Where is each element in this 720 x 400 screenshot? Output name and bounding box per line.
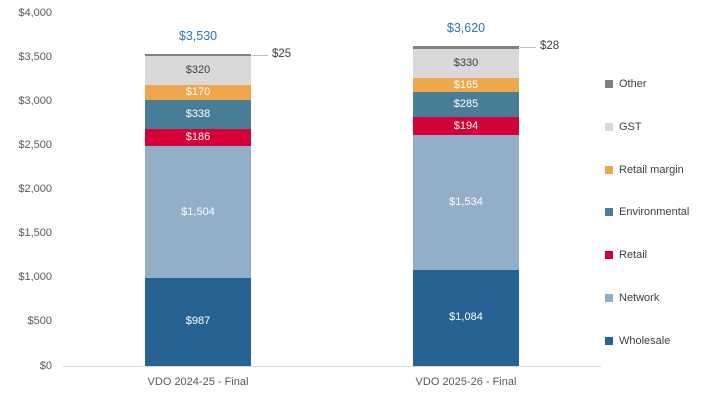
bar-segment-retail: $186	[145, 129, 251, 146]
other-callout-label: $28	[540, 40, 560, 53]
legend-swatch-environmental	[605, 208, 613, 217]
bar-segment-label: $330	[453, 56, 479, 69]
y-axis-tick-label: $1,000	[18, 271, 52, 284]
bar-segment-network: $1,534	[413, 134, 519, 270]
legend-swatch-retail-margin	[605, 165, 613, 174]
legend-label: Environmental	[619, 206, 690, 219]
legend-item-environmental: Environmental	[605, 205, 689, 219]
other-callout-label: $25	[272, 48, 292, 61]
other-callout-line	[252, 55, 268, 57]
bar-segment-label: $1,534	[449, 195, 483, 208]
bar-segment-label: $165	[453, 78, 479, 91]
bar-segment-label: $170	[185, 85, 211, 98]
bar-segment-label: $1,084	[449, 311, 483, 324]
x-axis-line	[63, 366, 601, 367]
legend-item-network: Network	[605, 291, 659, 305]
x-axis-category-label: VDO 2025-26 - Final	[415, 376, 517, 388]
bar-segment-network: $1,504	[145, 145, 251, 279]
bar-segment-environmental: $285	[413, 92, 519, 118]
bar-segment-label: $320	[185, 63, 211, 76]
legend-swatch-wholesale	[605, 336, 613, 345]
bar-segment-label: $194	[453, 119, 479, 132]
bar-segment-wholesale: $987	[145, 278, 251, 366]
bar-segment-wholesale: $1,084	[413, 269, 519, 366]
legend-item-retail: Retail	[605, 248, 647, 262]
y-axis-tick-label: $3,500	[18, 50, 52, 63]
y-axis-tick-label: $3,000	[18, 94, 52, 107]
legend-swatch-other	[605, 80, 613, 88]
legend-swatch-network	[605, 294, 613, 302]
legend-label: Retail margin	[619, 163, 684, 176]
legend-item-retail-margin: Retail margin	[605, 163, 684, 177]
bar-segment-label: $186	[185, 131, 211, 144]
bar-segment-label: $285	[453, 98, 479, 111]
bar-segment-retail: $194	[413, 117, 519, 135]
bar-segment-label: $338	[185, 107, 211, 120]
legend-item-other: Other	[605, 77, 647, 91]
bar-segment-retail-margin: $170	[145, 84, 251, 100]
bar-segment-environmental: $338	[145, 99, 251, 130]
legend-label: GST	[619, 120, 642, 133]
bar-segment-gst: $330	[413, 48, 519, 78]
bar-segment-retail-margin: $165	[413, 77, 519, 93]
bar-total-label: $3,620	[446, 21, 486, 36]
y-axis-tick-label: $2,500	[18, 139, 52, 151]
bar-segment-other	[145, 54, 251, 57]
bar-total-label: $3,530	[178, 29, 218, 44]
bar-segment-label: $1,504	[181, 205, 215, 218]
legend-label: Wholesale	[619, 334, 671, 347]
bar-segment-label: $987	[185, 315, 211, 328]
other-callout-line	[520, 47, 536, 49]
y-axis-tick-label: $4,000	[18, 6, 52, 19]
bar-segment-other	[413, 46, 519, 49]
y-axis-tick-label: $2,000	[18, 183, 52, 196]
legend-label: Retail	[619, 249, 648, 262]
bar-segment-gst: $320	[145, 56, 251, 85]
legend-item-wholesale: Wholesale	[605, 334, 670, 348]
legend-swatch-gst	[605, 122, 613, 131]
y-axis-tick-label: $0	[39, 359, 52, 372]
y-axis-tick-label: $500	[27, 315, 52, 328]
x-axis-category-label: VDO 2024-25 - Final	[147, 376, 249, 388]
y-axis-tick-label: $1,500	[18, 227, 52, 240]
legend-swatch-retail	[605, 251, 613, 260]
legend-label: Other	[619, 78, 647, 90]
legend-label: Network	[619, 292, 660, 304]
legend-item-gst: GST	[605, 120, 642, 134]
